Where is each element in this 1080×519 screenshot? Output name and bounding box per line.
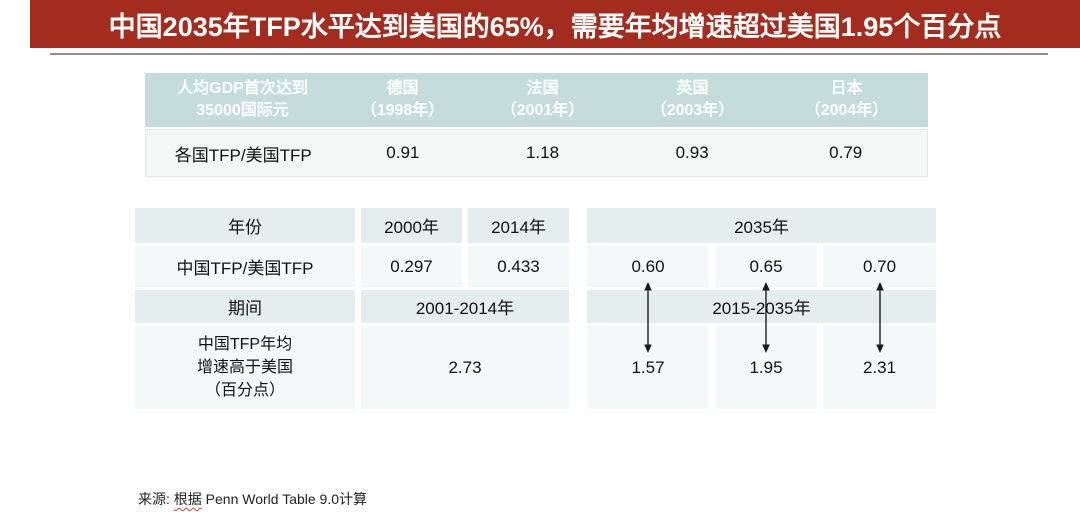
divider-line: [50, 53, 1048, 55]
table1-corner-cell: 人均GDP首次达到 35000国际元: [177, 80, 308, 119]
table1-header-japan: 日本 （2004年）: [804, 80, 889, 119]
period-2001-2014: 2001-2014年: [361, 290, 569, 323]
growth-2035-mid: 1.95: [715, 326, 817, 409]
table1-header-row: 人均GDP首次达到 35000国际元 德国 （1998年） 法国 （2001年）…: [145, 73, 928, 127]
year-2035: 2035年: [587, 208, 936, 243]
title-banner: 中国2035年TFP水平达到美国的65%，需要年均增速超过美国1.95个百分点: [30, 0, 1080, 48]
growth-2035-high: 2.31: [823, 326, 936, 409]
page-title: 中国2035年TFP水平达到美国的65%，需要年均增速超过美国1.95个百分点: [108, 11, 1002, 42]
tfp-2035-low: 0.60: [587, 246, 709, 287]
source-note: 来源: 根据 Penn World Table 9.0计算: [138, 489, 367, 509]
year-row-label: 年份: [135, 208, 355, 243]
table1-value-japan: 0.79: [829, 143, 863, 162]
table2-tfp-row: 中国TFP/美国TFP 0.297 0.433 0.60 0.65 0.70: [135, 246, 936, 287]
tfp-2014: 0.433: [468, 246, 569, 287]
year-2000: 2000年: [361, 208, 462, 243]
table2-period-row: 期间 2001-2014年 2015-2035年: [135, 290, 936, 323]
tfp-2000: 0.297: [361, 246, 462, 287]
table2-year-row: 年份 2000年 2014年 2035年: [135, 208, 936, 243]
growth-row-label: 中国TFP年均 增速高于美国 （百分点）: [135, 326, 355, 409]
table1-header-germany: 德国 （1998年）: [360, 80, 445, 119]
source-rest: Penn World Table 9.0计算: [201, 491, 368, 507]
source-flagged-word: 根据: [173, 491, 202, 507]
table1-data-row: 各国TFP/美国TFP 0.91 1.18 0.93 0.79: [145, 129, 928, 177]
table1-value-uk: 0.93: [675, 143, 709, 162]
period-2015-2035: 2015-2035年: [587, 290, 936, 323]
table1-value-france: 1.18: [525, 143, 560, 162]
table1-value-germany: 0.91: [386, 143, 420, 162]
source-prefix: 来源:: [138, 491, 174, 507]
growth-2035-low: 1.57: [587, 326, 709, 409]
tfp-row-label: 中国TFP/美国TFP: [135, 246, 355, 287]
table2-growth-row: 中国TFP年均 增速高于美国 （百分点） 2.73 1.57 1.95 2.31: [135, 326, 936, 409]
year-2014: 2014年: [468, 208, 569, 243]
period-row-label: 期间: [135, 290, 355, 323]
countries-tfp-table: 人均GDP首次达到 35000国际元 德国 （1998年） 法国 （2001年）…: [145, 73, 928, 177]
growth-2001-2014: 2.73: [361, 326, 569, 409]
tfp-2035-high: 0.70: [823, 246, 936, 287]
table1-header-france: 法国 （2001年）: [500, 80, 585, 119]
china-tfp-table: 年份 2000年 2014年 2035年 中国TFP/美国TFP 0.297 0…: [135, 208, 936, 412]
table1-header-uk: 英国 （2003年）: [650, 80, 735, 119]
table1-row-label: 各国TFP/美国TFP: [174, 145, 312, 165]
tfp-2035-mid: 0.65: [715, 246, 817, 287]
